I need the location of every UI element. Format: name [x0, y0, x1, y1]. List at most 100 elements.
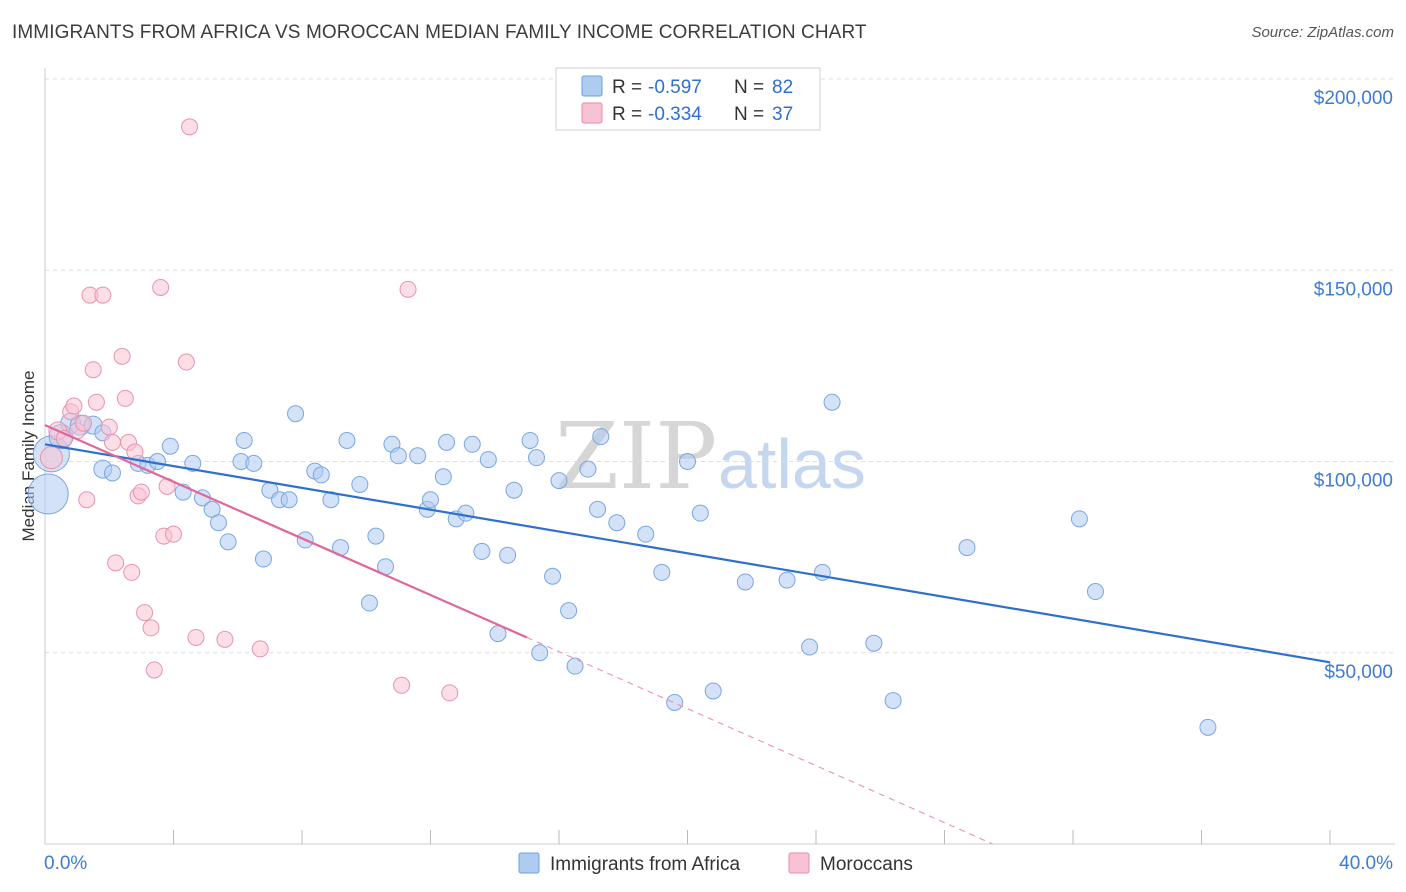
africa-point [736, 573, 754, 591]
africa-point [254, 550, 272, 568]
africa-point [958, 539, 976, 557]
africa-point [103, 464, 121, 482]
legend-bottom-moroccan-label: Moroccans [820, 854, 913, 875]
moroccan-point [116, 389, 134, 407]
africa-point [653, 563, 671, 581]
legend-bottom-africa-swatch [518, 852, 540, 874]
africa-point [691, 504, 709, 522]
legend-moroccan-n-value: 37 [772, 104, 793, 125]
moroccan-point [393, 676, 411, 694]
africa-point [566, 657, 584, 675]
africa-point [280, 491, 298, 509]
moroccan-point [181, 118, 199, 136]
africa-trend-line [44, 443, 1331, 664]
legend-moroccan-r-label: R = [612, 104, 642, 125]
moroccan-point [136, 604, 154, 622]
africa-point [884, 692, 902, 710]
moroccan-point [123, 563, 141, 581]
africa-point [801, 638, 819, 656]
africa-point [422, 491, 439, 509]
africa-point [528, 449, 546, 467]
legend-africa-n-label: N = [734, 77, 764, 98]
africa-point [184, 454, 202, 472]
africa-point [367, 527, 385, 545]
moroccan-point [187, 628, 205, 646]
africa-point [823, 393, 841, 411]
chart-title: IMMIGRANTS FROM AFRICA VS MOROCCAN MEDIA… [12, 22, 867, 43]
africa-point [209, 514, 227, 532]
africa-point [666, 693, 684, 711]
moroccan-trend-extension [526, 636, 993, 845]
legend-moroccan-n-label: N = [734, 104, 764, 125]
source-label: Source: ZipAtlas.com [1251, 24, 1394, 41]
africa-point [479, 451, 497, 469]
africa-point [560, 602, 578, 620]
moroccan-point [65, 397, 83, 415]
series-moroccan-points [39, 118, 459, 702]
moroccan-point [399, 280, 417, 298]
africa-point [235, 431, 253, 449]
legend-africa-r-label: R = [612, 77, 642, 98]
africa-point [1086, 583, 1104, 601]
africa-point [245, 454, 263, 472]
moroccan-point [441, 684, 459, 702]
africa-point [679, 453, 696, 470]
africa-point [161, 437, 179, 455]
africa-point [312, 466, 330, 484]
moroccan-point [78, 491, 96, 509]
africa-point [338, 431, 356, 449]
y-tick-labels: $50,000 $100,000 $150,000 $200,000 [1314, 88, 1393, 683]
africa-point [550, 472, 568, 490]
africa-point [865, 634, 883, 652]
africa-point [473, 542, 491, 560]
africa-point [457, 504, 475, 522]
moroccan-point [39, 446, 63, 470]
moroccan-point [142, 619, 160, 637]
africa-point [409, 447, 427, 465]
africa-point [351, 475, 369, 493]
moroccan-point [113, 347, 131, 365]
africa-point [434, 468, 452, 486]
moroccan-point [152, 278, 170, 296]
africa-point [438, 433, 456, 451]
africa-point [219, 533, 237, 551]
africa-point [389, 447, 407, 465]
moroccan-point [94, 286, 112, 304]
moroccan-point [145, 661, 163, 679]
y-tick-label: $150,000 [1314, 279, 1393, 300]
watermark-atlas: atlas [718, 425, 866, 503]
moroccan-point [251, 640, 269, 658]
africa-point [544, 567, 562, 585]
africa-point [592, 428, 610, 446]
x-tick-labels: 0.0% 40.0% [44, 853, 1393, 874]
africa-point [531, 644, 549, 662]
moroccan-point [107, 554, 125, 572]
moroccan-point [84, 361, 102, 379]
moroccan-point [177, 353, 195, 371]
moroccan-point [132, 483, 150, 501]
y-tick-label: $200,000 [1314, 88, 1393, 109]
legend-africa-swatch [581, 75, 603, 97]
legend-bottom: Immigrants from Africa Moroccans [518, 852, 913, 875]
legend-moroccan-swatch [581, 102, 603, 124]
legend-moroccan-r-value: -0.334 [648, 104, 702, 125]
moroccan-point [165, 525, 182, 543]
legend-bottom-moroccan-swatch [788, 852, 810, 874]
legend-top: R = -0.597 N = 82 R = -0.334 N = 37 [555, 67, 821, 131]
moroccan-point [87, 393, 105, 411]
legend-africa-n-value: 82 [772, 77, 793, 98]
africa-point [499, 546, 517, 564]
moroccan-point [216, 630, 234, 648]
africa-point [704, 682, 722, 700]
moroccan-point [103, 433, 121, 451]
africa-point [608, 514, 626, 532]
legend-bottom-africa-label: Immigrants from Africa [550, 854, 740, 875]
africa-point [505, 481, 523, 499]
moroccan-point [75, 414, 93, 432]
africa-point [1070, 510, 1088, 528]
africa-point [1199, 718, 1217, 736]
africa-point [287, 405, 305, 423]
moroccan-point [100, 418, 118, 436]
africa-point [589, 500, 607, 518]
